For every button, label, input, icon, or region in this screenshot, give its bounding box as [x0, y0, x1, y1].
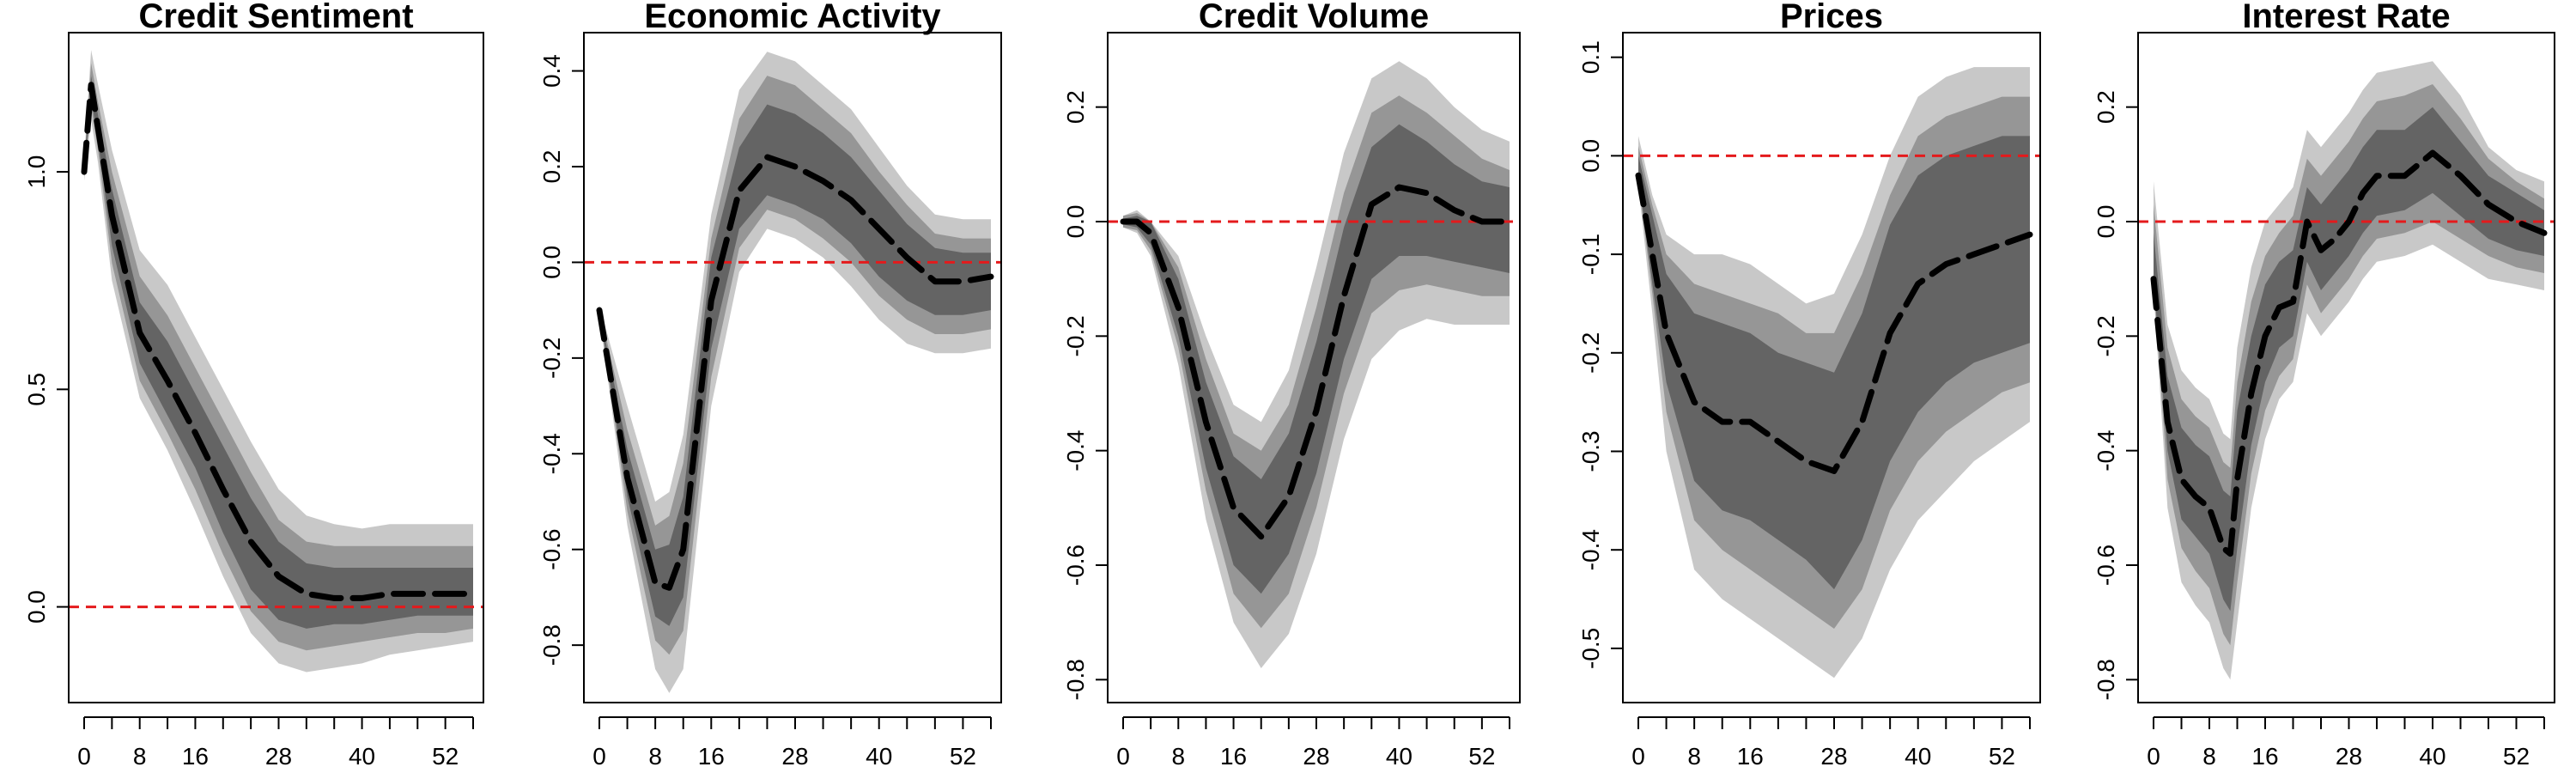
y-tick-label: -0.8 — [2093, 659, 2119, 700]
band-inner — [1638, 136, 2030, 590]
x-tick-label: 28 — [265, 743, 292, 770]
x-tick-label: 40 — [1905, 743, 1931, 770]
y-tick-label: -0.5 — [1577, 628, 1604, 669]
y-tick-label: -0.1 — [1577, 234, 1604, 275]
panel-title: Prices — [1780, 0, 1883, 35]
x-tick-label: 0 — [592, 743, 606, 770]
y-tick-label: -0.2 — [1062, 315, 1089, 356]
y-tick-label: -0.2 — [2093, 315, 2119, 356]
x-tick-label: 28 — [2336, 743, 2362, 770]
y-tick-label: 0.0 — [1577, 139, 1604, 173]
band-inner — [84, 76, 473, 629]
y-tick-label: -0.2 — [538, 338, 565, 379]
x-tick-label: 8 — [1171, 743, 1185, 770]
y-tick-label: -0.4 — [538, 433, 565, 474]
x-tick-label: 16 — [698, 743, 725, 770]
y-tick-label: -0.6 — [1062, 545, 1089, 586]
y-tick-label: 0.0 — [2093, 205, 2119, 239]
y-tick-label: -0.6 — [538, 529, 565, 570]
y-tick-label: -0.8 — [538, 624, 565, 666]
panel-3: Credit Volume -0.8 -0.6 -0.4 -0.2 0.0 0.2 0 8 16 2… — [1062, 0, 1521, 770]
x-axis: 0 8 16 28 40 52 — [1631, 716, 2031, 770]
x-tick-label: 40 — [2419, 743, 2445, 770]
median-line — [1635, 172, 2033, 474]
band-mid — [2154, 84, 2544, 646]
x-tick-label: 28 — [781, 743, 808, 770]
panel-5: Interest Rate -0.8 -0.6 -0.4 -0.2 0.0 0.2 0 8 16 2… — [2093, 0, 2555, 770]
panel-2: Economic Activity -0.8 -0.6 -0.4 -0.2 0.0 0.2 0… — [538, 0, 1002, 770]
x-tick-label: 8 — [1687, 743, 1701, 770]
y-tick-label: 1.0 — [23, 155, 50, 189]
median-line — [1120, 184, 1513, 540]
panel-4: Prices -0.5 -0.4 -0.3 -0.2 -0.1 0.0 0.1 0 8 16 28 40… — [1577, 0, 2041, 770]
x-axis: 0 8 16 28 40 52 — [592, 716, 992, 770]
y-tick-label: -0.3 — [1577, 430, 1604, 472]
x-axis: 0 8 16 28 40 52 — [2147, 716, 2545, 770]
y-tick-label: -0.4 — [2093, 430, 2119, 472]
x-tick-label: 28 — [1820, 743, 1847, 770]
y-axis: -0.8 -0.6 -0.4 -0.2 0.0 0.2 — [2093, 90, 2139, 700]
band-inner — [599, 104, 991, 626]
panel-title: Credit Sentiment — [138, 0, 413, 35]
x-tick-label: 16 — [2251, 743, 2278, 770]
median-line — [81, 82, 477, 601]
x-tick-label: 8 — [648, 743, 662, 770]
x-tick-label: 8 — [2202, 743, 2216, 770]
x-tick-label: 52 — [1989, 743, 2015, 770]
x-tick-label: 0 — [2147, 743, 2160, 770]
y-axis: 0.0 0.5 1.0 — [23, 155, 70, 624]
x-tick-label: 52 — [950, 743, 976, 770]
x-tick-label: 16 — [1220, 743, 1247, 770]
panel-1: Credit Sentiment 0.0 0.5 1.0 0 8 16 28 40 52 — [23, 0, 484, 770]
x-tick-label: 0 — [1116, 743, 1130, 770]
x-tick-label: 52 — [2503, 743, 2530, 770]
x-tick-label: 28 — [1303, 743, 1329, 770]
y-tick-label: 0.1 — [1577, 40, 1604, 74]
panel-title: Economic Activity — [644, 0, 941, 35]
y-tick-label: 0.2 — [2093, 90, 2119, 124]
y-tick-label: 0.0 — [538, 246, 565, 279]
y-tick-label: -0.4 — [1577, 529, 1604, 570]
x-axis: 0 8 16 28 40 52 — [77, 716, 474, 770]
y-tick-label: 0.2 — [538, 150, 565, 184]
y-axis: -0.8 -0.6 -0.4 -0.2 0.0 0.2 0.4 — [538, 54, 585, 666]
x-tick-label: 16 — [182, 743, 209, 770]
y-tick-label: 0.4 — [538, 54, 565, 88]
y-tick-label: 0.5 — [23, 373, 50, 406]
y-tick-label: -0.6 — [2093, 545, 2119, 586]
y-tick-label: 0.0 — [1062, 205, 1089, 239]
x-tick-label: 0 — [77, 743, 91, 770]
y-tick-label: -0.8 — [1062, 659, 1089, 700]
x-tick-label: 40 — [1386, 743, 1413, 770]
x-axis: 0 8 16 28 40 52 — [1116, 716, 1510, 770]
panel-title: Credit Volume — [1199, 0, 1429, 35]
y-tick-label: 0.0 — [23, 590, 50, 624]
y-axis: -0.5 -0.4 -0.3 -0.2 -0.1 0.0 0.1 — [1577, 40, 1624, 669]
y-tick-label: -0.4 — [1062, 430, 1089, 472]
median-line — [596, 154, 994, 591]
band-inner — [2154, 107, 2544, 612]
panel-title: Interest Rate — [2242, 0, 2450, 35]
x-tick-label: 52 — [1468, 743, 1495, 770]
band-inner — [1123, 124, 1510, 594]
y-tick-label: 0.2 — [1062, 90, 1089, 124]
x-tick-label: 40 — [349, 743, 375, 770]
x-tick-label: 52 — [432, 743, 459, 770]
y-tick-label: -0.2 — [1577, 332, 1604, 374]
x-tick-label: 0 — [1631, 743, 1645, 770]
median-line — [2150, 149, 2548, 557]
x-tick-label: 16 — [1737, 743, 1764, 770]
y-axis: -0.8 -0.6 -0.4 -0.2 0.0 0.2 — [1062, 90, 1109, 700]
x-tick-label: 40 — [866, 743, 892, 770]
x-tick-label: 8 — [133, 743, 147, 770]
